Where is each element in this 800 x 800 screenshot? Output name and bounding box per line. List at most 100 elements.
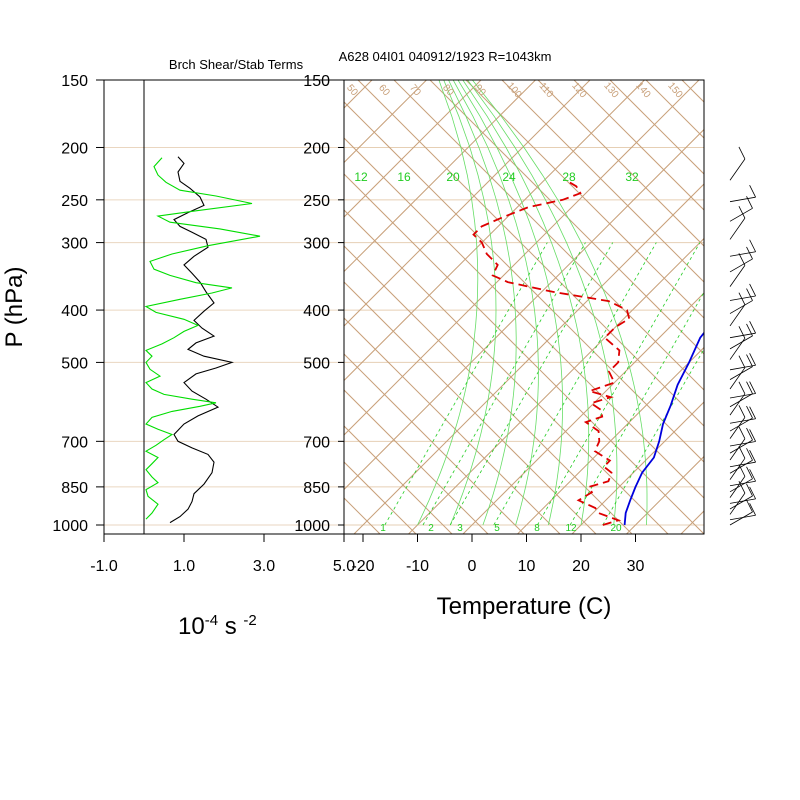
x-tick-label: -1.0 [90,558,118,575]
isotherm-line [407,237,704,534]
wind-barb [729,246,753,273]
skew-y-tick-label: 400 [303,303,330,320]
barb-flag [749,503,756,516]
barb-staff [729,492,746,515]
x-tick-label: 3.0 [253,558,275,575]
wind-barb [729,253,746,287]
wind-barb [729,326,746,360]
skew-plot-frame [343,79,705,535]
wind-barb [729,499,753,526]
moist-adiabat-line [457,80,563,526]
wind-barb [729,446,746,480]
right-panel-title: A628 04I01 040912/1923 R=1043km [339,49,552,64]
barb-staff [729,459,753,474]
wind-barb [729,205,746,240]
skew-y-tick-label: 200 [303,140,330,157]
wind-barbs [729,146,756,526]
y-tick-label: 700 [61,434,88,451]
mixing-ratio-line [493,242,657,526]
barb-flag [738,446,746,459]
y-tick-label: 500 [61,355,88,372]
wind-barb [729,321,756,339]
barb-staff [729,158,746,181]
isotherm-line [344,80,591,327]
isotherm-line [344,128,704,491]
isotherm-line [344,80,646,382]
dry-adiabat-line [344,137,704,499]
barb-staff [729,498,756,504]
mixing-ratio-label: 12 [565,523,577,534]
isotherm-line [625,455,704,534]
barb-flag [738,146,746,160]
barb-staff [729,478,753,493]
theta-label: 50 [344,83,360,99]
left-panel-title: Brch Shear/Stab Terms [169,57,304,72]
theta-label: 130 [601,80,620,100]
barb-staff [729,514,756,521]
mixing-ratio-line [422,242,586,526]
x-label-base: 10 [178,613,205,640]
skew-x-tick-label: 10 [518,558,536,575]
mixing-ratio-label: 8 [534,523,540,534]
barb-flag [746,288,753,301]
barb-flag [738,464,746,477]
skew-y-tick-labels: 150 200 250 300 400 500 700 850 1000 [294,73,344,535]
isotherm-line [0,28,370,537]
mixing-ratio-label: 24 [502,170,516,184]
barb-staff [729,300,753,314]
wind-barb [729,381,756,399]
wind-barb [729,464,746,498]
y-tick-label: 250 [61,193,88,210]
barb-flag [749,486,756,500]
barb-flag [749,450,756,463]
barb-flag [749,283,756,297]
barb-staff [729,251,756,257]
barb-staff [729,476,746,498]
barb-flag [746,466,753,479]
isotherm-line [680,510,704,534]
barb-staff [729,367,746,390]
skew-x-tick-label: 0 [468,558,477,575]
barb-staff [729,461,756,468]
isotherm-line [344,80,700,436]
wind-barb [729,288,753,314]
isotherm-line [353,183,704,534]
theta-label: 80 [440,83,456,99]
skew-x-tick-labels: -20 -10 0 10 20 30 [351,534,645,575]
wind-barb [729,406,756,424]
shear-stability-panel: 150 200 250 300 400 500 700 850 1000 -1.0 1.0 3.0 5… [1,73,355,640]
barb-staff [729,417,746,439]
skew-y-tick-label: 300 [303,236,330,253]
wind-barb [729,426,746,461]
wind-barb [729,448,753,474]
wind-barb [729,503,756,521]
barb-flag [738,253,746,266]
barb-staff [729,304,746,327]
x-tick-label: 1.0 [173,558,195,575]
barb-flag [749,381,756,394]
stability-term-line [144,157,261,520]
isotherm-line [516,346,704,534]
wind-barb [729,469,756,487]
dewpoint-profile [472,179,631,526]
barb-flag [738,355,746,368]
barb-flag [749,321,756,334]
barb-staff [729,393,746,416]
wind-barb [729,239,756,257]
dry-adiabat-line [344,281,597,534]
barb-flag [746,483,753,497]
mixing-ratio-label: 20 [610,523,622,534]
barb-staff [729,480,756,487]
barb-staff [729,332,756,339]
mixing-ratio-label: 20 [446,170,460,184]
left-series-group [144,156,261,524]
dry-adiabat-line [344,173,704,534]
skew-y-tick-label: 700 [303,434,330,451]
barb-flag [749,406,756,419]
barb-staff [729,393,756,399]
mixing-ratio-line [384,242,548,526]
wind-barb [729,353,756,371]
wind-barb [729,355,746,390]
skew-y-tick-label: 150 [303,73,330,90]
barb-staff [729,217,746,240]
